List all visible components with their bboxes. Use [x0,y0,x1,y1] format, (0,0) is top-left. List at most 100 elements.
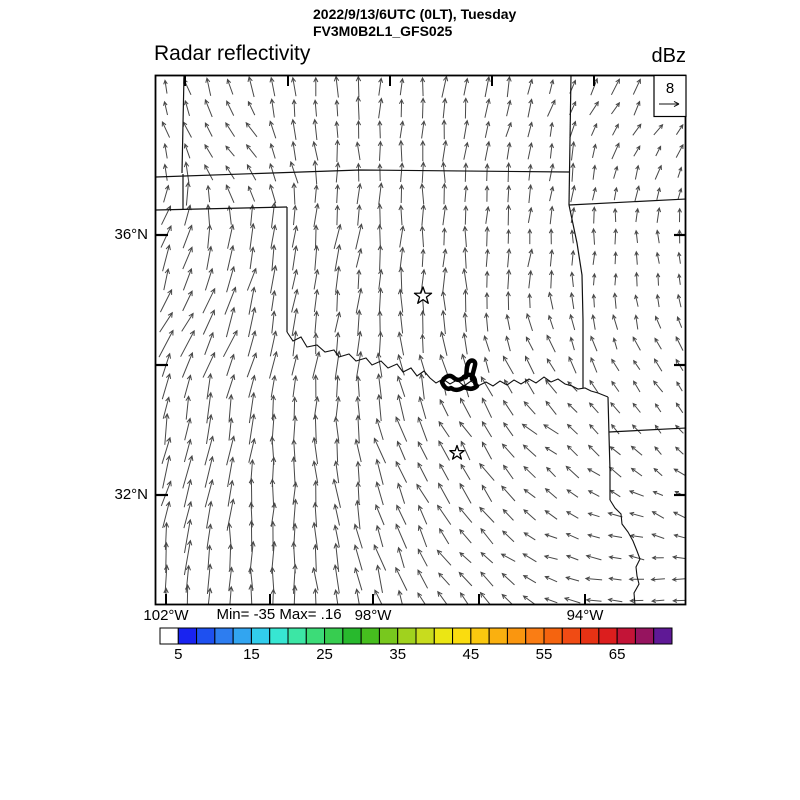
wind-arrow [565,533,579,540]
wind-arrow [590,122,598,136]
wind-arrow [437,590,448,604]
wind-arrow [204,122,213,137]
wind-arrow [420,139,426,162]
wind-arrow [395,460,408,483]
wind-arrow [417,524,428,548]
wind-arrow [502,399,514,416]
state-border-line [568,204,584,388]
wind-arrow [161,120,171,138]
wind-arrow [225,184,235,203]
wind-arrow [226,78,234,95]
colorbar-tick-label: 15 [243,646,260,663]
wind-arrow [460,440,471,461]
colorbar-cell [305,627,326,645]
wind-arrow [462,288,469,313]
plot-title: Radar reflectivity [154,42,311,65]
wind-arrow [633,359,641,370]
wind-arrow [634,314,639,330]
wind-arrow [590,356,598,373]
wind-arrow [356,204,362,226]
wind-arrow [543,424,559,435]
wind-arrow [502,464,514,480]
wind-arrow [291,353,299,376]
wind-arrow [589,100,599,116]
wind-arrow [333,76,340,98]
wind-arrow [335,395,341,420]
wind-arrow [632,123,642,136]
wind-arrow [206,224,213,249]
wind-arrow [313,99,318,117]
wind-arrow [377,244,383,271]
wind-arrow [441,182,447,205]
datetime-title: 2022/9/13/6UTC (0LT), Tuesday [313,6,517,22]
wind-arrow [202,351,216,378]
colorbar-cell [598,627,618,645]
wind-arrow [164,412,170,445]
wind-arrow [375,503,385,526]
wind-arrow [183,478,193,508]
wind-arrow [399,162,405,183]
wind-arrow [354,588,361,604]
wind-arrow [204,455,215,488]
vector-key-box: 8 [653,74,687,118]
wind-arrow [378,77,384,96]
wind-arrow [607,511,623,518]
wind-arrow [567,402,578,413]
wind-arrow [632,402,641,413]
wind-arrow [630,467,643,477]
wind-arrow [206,245,213,270]
state-border-line [607,396,611,500]
wind-arrow [459,552,472,564]
wind-arrow [438,572,450,586]
wind-arrow [397,589,403,604]
wind-arrow [334,243,342,272]
wind-arrow [436,549,452,566]
wind-arrow [587,512,600,518]
wind-arrow [292,204,298,226]
wind-arrow [504,379,513,394]
wind-arrow [333,503,340,526]
wind-arrow [355,395,361,420]
wind-arrow [333,223,342,250]
wind-arrow [506,184,512,203]
wind-arrow [677,166,683,178]
wind-arrow [609,446,621,456]
wind-arrow [441,161,447,183]
wind-arrow [546,466,556,478]
wind-arrow [397,288,404,313]
wind-arrow [570,184,576,203]
wind-arrow [181,312,194,332]
wind-arrow [459,482,472,504]
wind-arrow [630,445,643,456]
wind-vector-field [158,76,685,604]
wind-arrow [162,396,171,419]
lat-axis-label: 32°N [114,486,148,503]
wind-arrow [397,546,405,569]
wind-arrow [355,375,361,397]
wind-arrow [417,440,428,460]
wind-arrow [184,204,192,226]
wind-arrow [373,544,387,571]
wind-arrow [570,229,575,244]
wind-arrow [548,269,554,289]
vector-key-value: 8 [666,80,674,97]
wind-arrow [416,483,430,503]
wind-arrow [675,336,684,351]
wind-arrow [377,287,384,314]
wind-arrow [159,288,173,313]
colorbar-cell [378,627,399,645]
wind-arrow [312,543,319,571]
wind-arrow [527,98,534,118]
wind-arrow [378,97,384,119]
wind-arrow [525,355,535,375]
wind-arrow [481,441,493,460]
wind-arrow [671,577,685,582]
wind-arrow [612,337,618,350]
wind-arrow [160,224,172,248]
wind-arrow [484,163,490,182]
colorbar-cell [324,627,344,645]
wind-arrow [463,184,469,202]
wind-arrow [271,310,277,334]
wind-arrow [634,207,640,223]
